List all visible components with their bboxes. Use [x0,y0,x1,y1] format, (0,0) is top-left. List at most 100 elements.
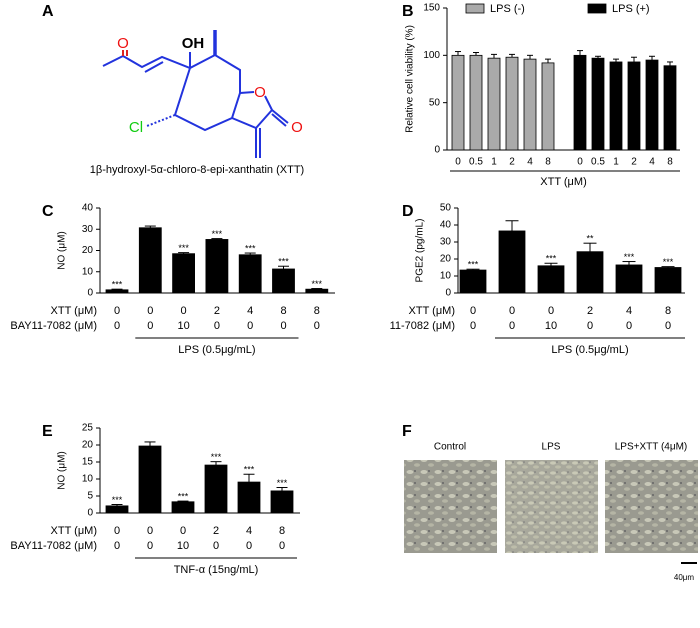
micrograph [505,460,598,553]
row-value: 0 [314,320,320,332]
atom: O [254,84,266,101]
panel-label: D [402,203,414,220]
y-tick-label: 5 [87,491,93,502]
x-tick-label: 2 [631,157,637,168]
atom: OH [182,35,205,52]
bar [654,267,682,294]
caption: 1β-hydroxyl-5α-chloro-8-epi-xanthatin (X… [90,164,304,176]
x-tick-label: 0 [577,157,583,168]
row-value: 0 [279,540,285,552]
bar [459,269,487,294]
y-tick-label: 50 [429,97,441,108]
y-tick-label: 10 [440,271,452,282]
row-value: 0 [114,540,120,552]
y-tick-label: 25 [82,423,94,434]
y-tick-label: 30 [440,237,452,248]
x-tick-label: 1 [613,157,619,168]
row-value: 4 [246,525,252,537]
bar [238,254,262,294]
x-tick-label: 2 [509,157,515,168]
row-value: 10 [545,320,557,332]
legend-label: LPS (-) [490,3,525,15]
row-label: XTT (μM) [409,305,455,317]
row-value: 0 [280,320,286,332]
y-tick-label: 10 [82,474,94,485]
significance: *** [112,280,123,290]
row-value: 0 [147,540,153,552]
row-value: 0 [114,525,120,537]
bar [505,56,519,151]
bar [171,501,195,514]
row-label: BAY11-7082 (μM) [10,540,97,552]
bar [237,481,261,514]
row-value: 0 [114,320,120,332]
bar [541,62,555,151]
row-value: 0 [246,540,252,552]
row-value: 8 [314,305,320,317]
row-value: 0 [665,320,671,332]
bar [172,253,196,294]
significance: ** [586,234,594,244]
panel-label: F [402,423,412,440]
row-value: 0 [548,305,554,317]
x-tick-label: 4 [527,157,533,168]
bar [523,58,537,151]
x-tick-label: 8 [667,157,673,168]
bar [138,227,162,294]
bar [537,265,565,294]
bar [204,464,228,514]
y-tick-label: 0 [87,508,93,519]
row-value: 0 [147,305,153,317]
image-label: Control [434,442,466,453]
row-value: 0 [181,305,187,317]
significance: *** [178,243,189,253]
row-label: BAY11-7082 (μM) [10,320,97,332]
row-value: 0 [587,320,593,332]
x-tick-label: 0.5 [591,157,605,168]
significance: *** [546,254,557,264]
row-value: 0 [147,320,153,332]
row-value: 2 [214,305,220,317]
row-value: 0 [470,305,476,317]
significance: *** [277,478,288,488]
row-value: 0 [213,540,219,552]
row-value: 2 [213,525,219,537]
row-value: 0 [180,525,186,537]
atom: O [117,35,129,52]
bar [205,239,229,294]
significance: *** [212,229,223,239]
significance: *** [244,465,255,475]
row-label: XTT (μM) [51,525,97,537]
y-axis-label: NO (μM) [57,231,68,270]
panel-label: E [42,423,53,440]
bar [487,57,501,151]
panel-label: A [42,3,54,20]
row-value: 0 [470,320,476,332]
bar [576,251,604,294]
significance: *** [624,252,635,262]
bar [573,54,587,151]
row-value: 8 [665,305,671,317]
bar [105,289,129,294]
significance: *** [211,452,222,462]
legend-label: LPS (+) [612,3,650,15]
bar [498,230,526,294]
y-axis-label: NO (μM) [57,451,68,490]
structure: O OH Cl O O 1β-hydroxyl-5α-chloro-8-epi-… [90,30,304,176]
micrograph [404,460,497,553]
y-tick-label: 150 [423,3,440,14]
group-label: LPS (0.5μg/mL) [178,344,255,356]
row-value: 0 [114,305,120,317]
x-tick-label: 4 [649,157,655,168]
bar [627,61,641,151]
bar [270,490,294,514]
y-tick-label: 20 [440,254,452,265]
atom: Cl [129,119,143,136]
y-axis-label: Relative cell viability (%) [405,25,416,133]
y-tick-label: 40 [440,220,452,231]
y-tick-label: 100 [423,50,440,61]
y-axis-label: PGE2 (pg/mL) [415,219,426,283]
bar [609,61,623,151]
bar [591,57,605,151]
micrograph [605,460,698,553]
